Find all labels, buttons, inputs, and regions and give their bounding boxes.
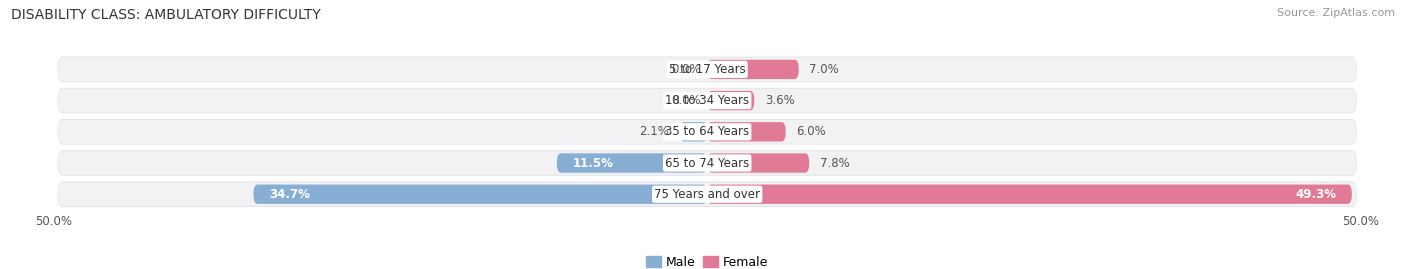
FancyBboxPatch shape (253, 185, 707, 204)
Text: 6.0%: 6.0% (796, 125, 825, 138)
Text: 34.7%: 34.7% (269, 188, 311, 201)
FancyBboxPatch shape (707, 60, 799, 79)
Text: 11.5%: 11.5% (572, 157, 613, 169)
Text: 3.6%: 3.6% (765, 94, 794, 107)
FancyBboxPatch shape (707, 153, 810, 173)
FancyBboxPatch shape (58, 120, 1357, 144)
FancyBboxPatch shape (679, 122, 707, 141)
Text: 7.8%: 7.8% (820, 157, 849, 169)
Text: 75 Years and over: 75 Years and over (654, 188, 761, 201)
FancyBboxPatch shape (58, 119, 1357, 145)
FancyBboxPatch shape (557, 153, 707, 173)
FancyBboxPatch shape (58, 58, 1357, 81)
Text: 35 to 64 Years: 35 to 64 Years (665, 125, 749, 138)
Text: 0.0%: 0.0% (671, 63, 700, 76)
Text: Source: ZipAtlas.com: Source: ZipAtlas.com (1277, 8, 1395, 18)
FancyBboxPatch shape (58, 151, 1357, 175)
FancyBboxPatch shape (58, 182, 1357, 206)
FancyBboxPatch shape (707, 91, 754, 110)
FancyBboxPatch shape (58, 56, 1357, 82)
Text: 2.1%: 2.1% (640, 125, 669, 138)
Text: 65 to 74 Years: 65 to 74 Years (665, 157, 749, 169)
Text: 49.3%: 49.3% (1295, 188, 1336, 201)
FancyBboxPatch shape (58, 150, 1357, 176)
Text: 5 to 17 Years: 5 to 17 Years (669, 63, 745, 76)
Legend: Male, Female: Male, Female (641, 251, 773, 269)
Text: 7.0%: 7.0% (810, 63, 839, 76)
Text: DISABILITY CLASS: AMBULATORY DIFFICULTY: DISABILITY CLASS: AMBULATORY DIFFICULTY (11, 8, 321, 22)
FancyBboxPatch shape (58, 89, 1357, 112)
Text: 18 to 34 Years: 18 to 34 Years (665, 94, 749, 107)
FancyBboxPatch shape (707, 122, 786, 141)
Text: 0.0%: 0.0% (671, 94, 700, 107)
FancyBboxPatch shape (707, 185, 1351, 204)
FancyBboxPatch shape (58, 88, 1357, 114)
FancyBboxPatch shape (58, 181, 1357, 207)
